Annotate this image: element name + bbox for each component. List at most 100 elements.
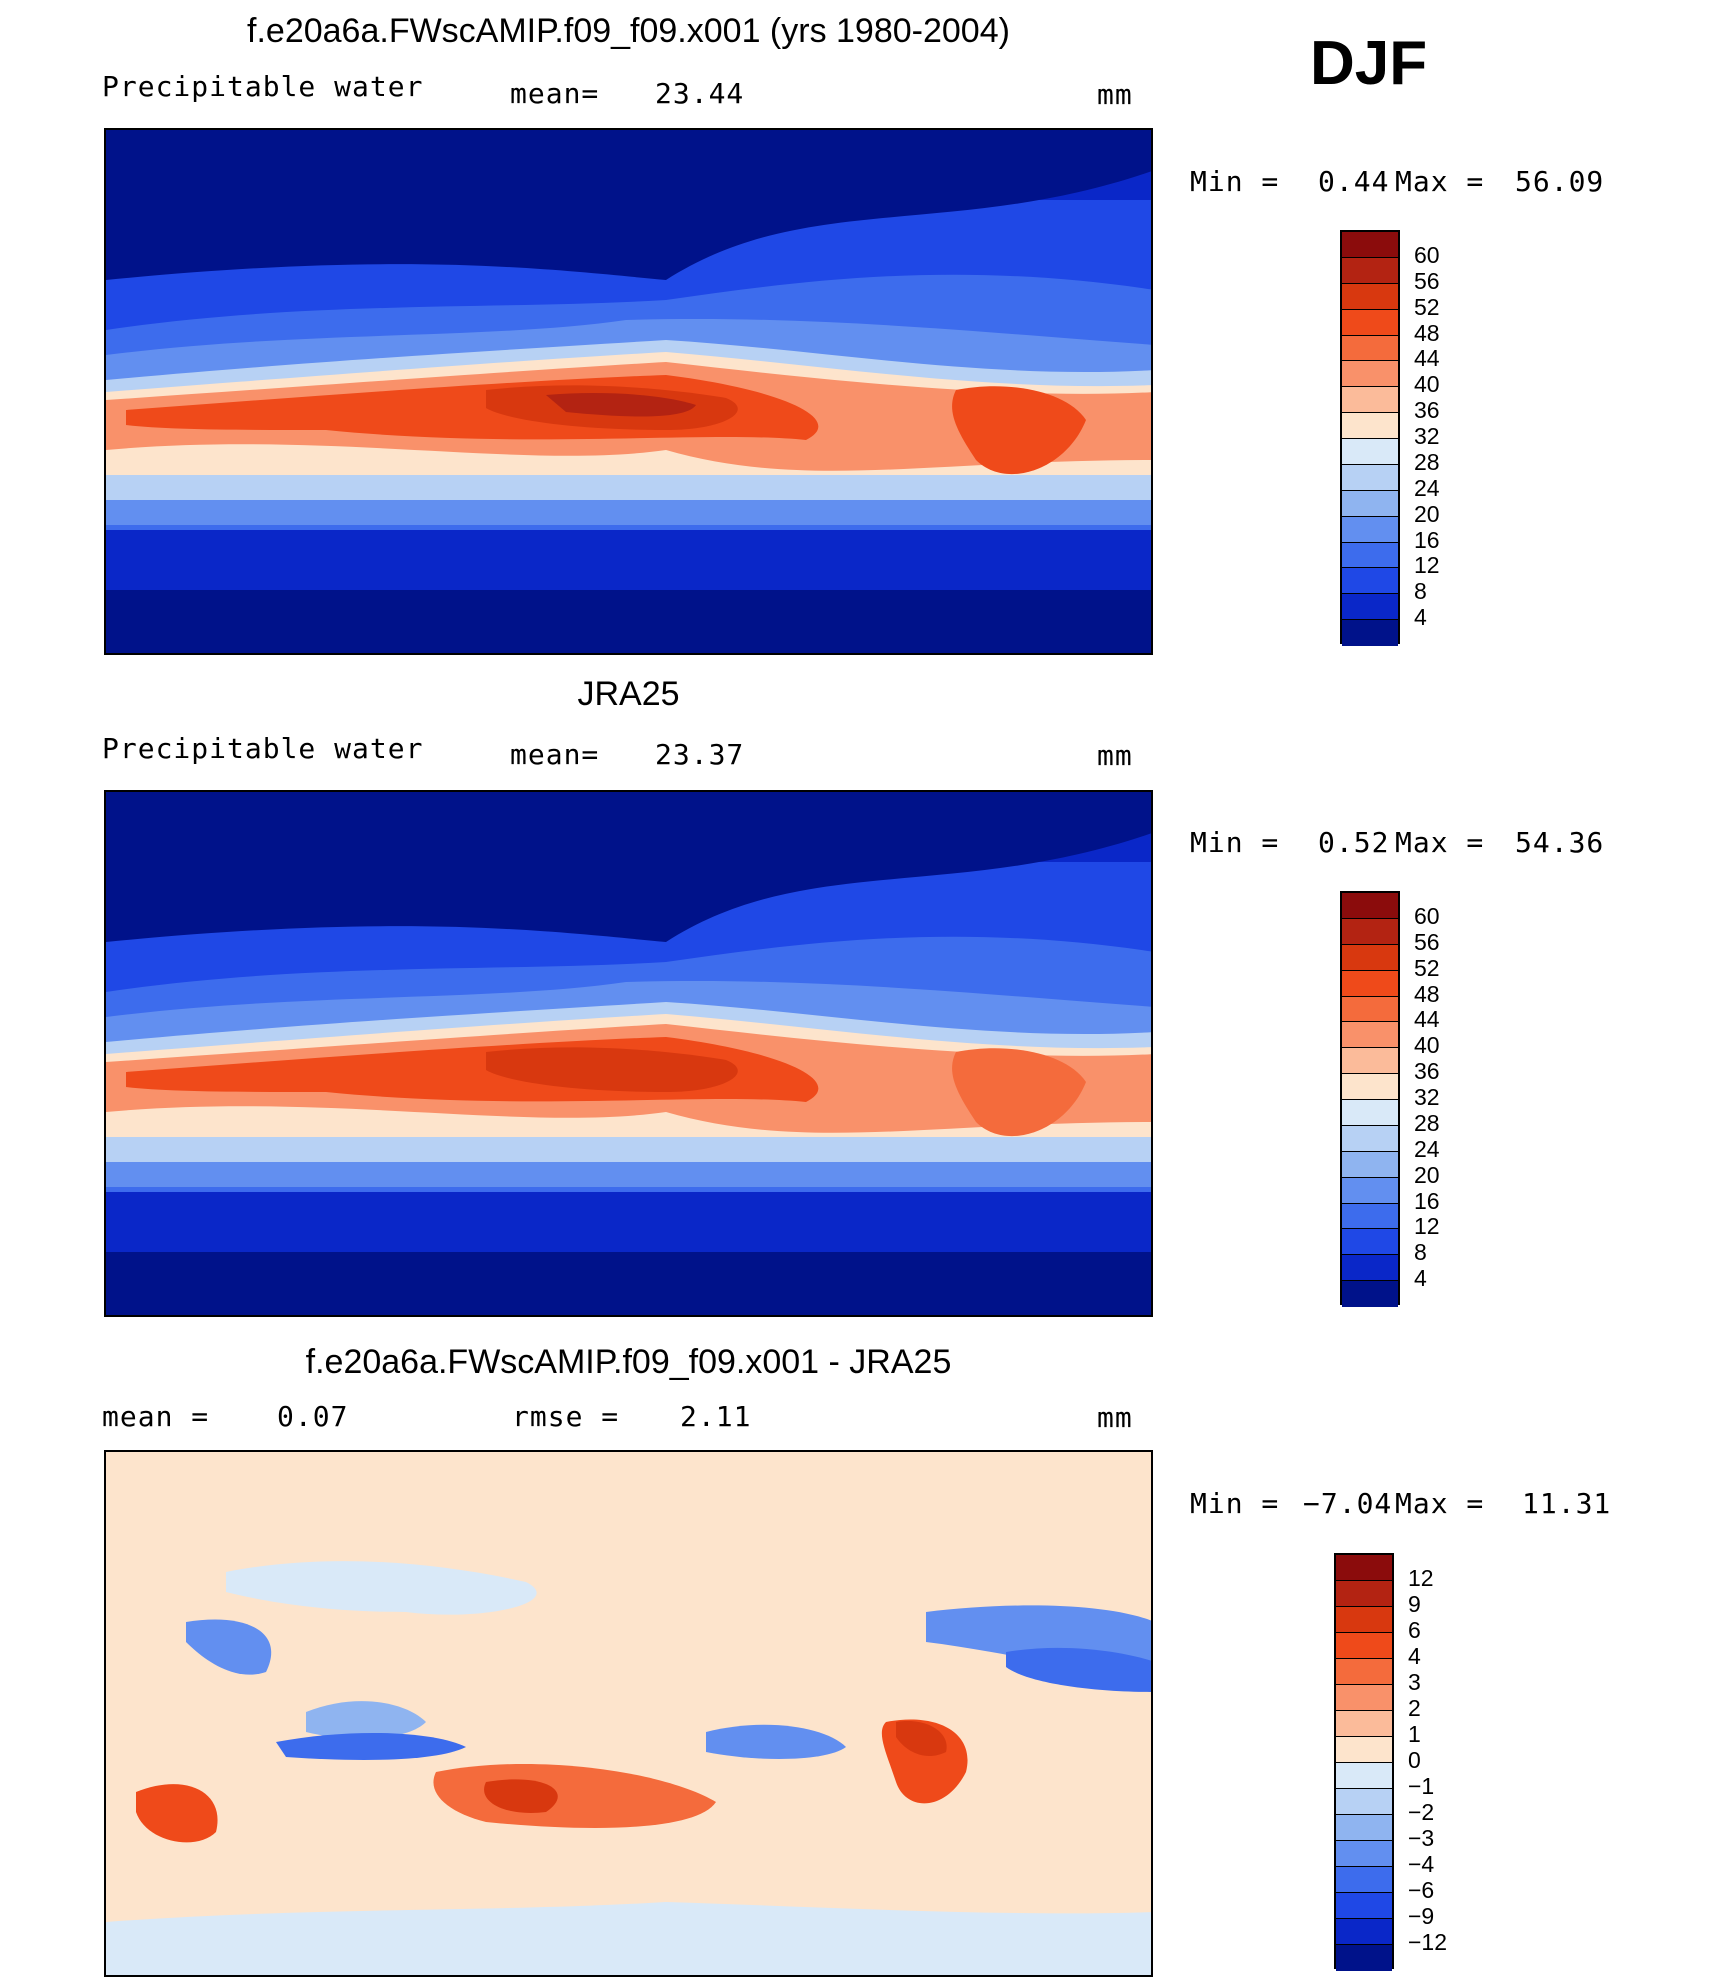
colorbar-tick-label: 8 xyxy=(1414,578,1427,605)
panel-3-mean-value: 0.07 xyxy=(277,1400,349,1433)
panel-2-mean-label: mean= xyxy=(510,738,600,771)
panel-3-colorbar xyxy=(1334,1553,1394,1971)
panel-2-contour-field xyxy=(106,792,1151,1315)
colorbar-tick-label: 48 xyxy=(1414,980,1440,1007)
panel-3-max-value: 11.31 xyxy=(1522,1487,1612,1520)
colorbar-box xyxy=(1342,918,1398,945)
panel-3-rmse-label: rmse = xyxy=(512,1400,620,1433)
colorbar-box xyxy=(1336,1685,1392,1711)
colorbar-tick-label: 1 xyxy=(1408,1721,1421,1747)
colorbar-box xyxy=(1342,594,1398,621)
colorbar-box xyxy=(1336,1867,1392,1893)
colorbar-box xyxy=(1342,893,1398,919)
panel-2-max-label: Max = xyxy=(1395,826,1485,859)
colorbar-box xyxy=(1336,1841,1392,1867)
colorbar-tick-label: 36 xyxy=(1414,1058,1440,1085)
colorbar-box xyxy=(1342,490,1398,517)
colorbar-box xyxy=(1342,464,1398,491)
panel-1-mean-label: mean= xyxy=(510,77,600,110)
colorbar-box xyxy=(1342,1022,1398,1049)
colorbar-tick-label: 24 xyxy=(1414,1135,1440,1162)
colorbar-box xyxy=(1342,1281,1398,1307)
panel-2-min-value: 0.52 xyxy=(1318,826,1390,859)
colorbar-tick-label: 56 xyxy=(1414,267,1440,294)
colorbar-tick-label: 60 xyxy=(1414,241,1440,268)
colorbar-box xyxy=(1342,542,1398,569)
colorbar-tick-label: 4 xyxy=(1408,1643,1421,1669)
panel-1-min-label: Min = xyxy=(1190,165,1280,198)
colorbar-box xyxy=(1342,439,1398,465)
colorbar-tick-label: −4 xyxy=(1408,1851,1435,1877)
colorbar-tick-label: 12 xyxy=(1408,1565,1434,1591)
colorbar-box xyxy=(1342,1151,1398,1178)
colorbar-tick-label: 40 xyxy=(1414,1032,1440,1059)
colorbar-tick-label: −9 xyxy=(1408,1903,1435,1929)
colorbar-tick-label: 9 xyxy=(1408,1591,1421,1617)
colorbar-tick-label: 12 xyxy=(1414,552,1440,579)
colorbar-box xyxy=(1342,944,1398,971)
colorbar-tick-label: 44 xyxy=(1414,1006,1440,1033)
panel-3-min-value: −7.04 xyxy=(1303,1487,1393,1520)
colorbar-box xyxy=(1336,1893,1392,1919)
colorbar-box xyxy=(1342,516,1398,543)
colorbar-box xyxy=(1342,335,1398,362)
colorbar-tick-label: 48 xyxy=(1414,319,1440,346)
panel-1-contour-field xyxy=(106,130,1151,653)
panel-3-contour-field xyxy=(106,1452,1151,1975)
colorbar-box xyxy=(1336,1737,1392,1763)
colorbar-box xyxy=(1342,1048,1398,1075)
colorbar-box xyxy=(1342,1203,1398,1230)
panel-2-mean-value: 23.37 xyxy=(655,738,745,771)
colorbar-box xyxy=(1336,1763,1392,1789)
colorbar-box xyxy=(1342,996,1398,1023)
colorbar-tick-label: 52 xyxy=(1414,293,1440,320)
colorbar-box xyxy=(1336,1633,1392,1659)
colorbar-box xyxy=(1342,1125,1398,1152)
colorbar-tick-label: −2 xyxy=(1408,1799,1435,1825)
colorbar-box xyxy=(1336,1555,1392,1581)
season-label: DJF xyxy=(1310,29,1428,98)
colorbar-tick-label: 6 xyxy=(1408,1617,1421,1643)
colorbar-tick-label: 52 xyxy=(1414,954,1440,981)
colorbar-tick-label: 36 xyxy=(1414,397,1440,424)
panel-3-map xyxy=(104,1450,1153,1977)
colorbar-box xyxy=(1342,1100,1398,1126)
colorbar-tick-label: 28 xyxy=(1414,1109,1440,1136)
colorbar-tick-label: −12 xyxy=(1408,1929,1448,1955)
colorbar-box xyxy=(1342,568,1398,595)
panel-2-variable-label: Precipitable water xyxy=(102,732,424,765)
panel-1-max-label: Max = xyxy=(1395,165,1485,198)
colorbar-tick-label: 40 xyxy=(1414,371,1440,398)
colorbar-box xyxy=(1336,1945,1392,1971)
colorbar-box xyxy=(1342,283,1398,310)
colorbar-tick-label: 44 xyxy=(1414,345,1440,372)
panel-2-title: JRA25 xyxy=(577,675,680,713)
panel-3-mean-label: mean = xyxy=(102,1400,210,1433)
colorbar-box xyxy=(1342,232,1398,258)
colorbar-tick-label: 2 xyxy=(1408,1695,1421,1721)
panel-2-max-value: 54.36 xyxy=(1515,826,1605,859)
panel-3-rmse-value: 2.11 xyxy=(680,1400,752,1433)
colorbar-box xyxy=(1342,1229,1398,1256)
colorbar-box xyxy=(1342,1177,1398,1204)
colorbar-box xyxy=(1336,1789,1392,1815)
colorbar-tick-label: 4 xyxy=(1414,604,1427,631)
panel-1-colorbar xyxy=(1340,230,1400,646)
colorbar-tick-label: 20 xyxy=(1414,500,1440,527)
panel-2-units: mm xyxy=(1097,739,1133,772)
panel-2-map xyxy=(104,790,1153,1317)
panel-2-colorbar xyxy=(1340,891,1400,1307)
colorbar-box xyxy=(1336,1815,1392,1841)
colorbar-box xyxy=(1342,1255,1398,1282)
colorbar-box xyxy=(1342,413,1398,439)
panel-1-map xyxy=(104,128,1153,655)
colorbar-tick-label: 20 xyxy=(1414,1161,1440,1188)
colorbar-tick-label: −3 xyxy=(1408,1825,1435,1851)
colorbar-tick-label: 28 xyxy=(1414,448,1440,475)
colorbar-tick-label: −1 xyxy=(1408,1773,1435,1799)
colorbar-tick-label: 8 xyxy=(1414,1239,1427,1266)
panel-2-min-label: Min = xyxy=(1190,826,1280,859)
colorbar-box xyxy=(1336,1919,1392,1945)
colorbar-box xyxy=(1336,1659,1392,1685)
colorbar-box xyxy=(1342,970,1398,997)
